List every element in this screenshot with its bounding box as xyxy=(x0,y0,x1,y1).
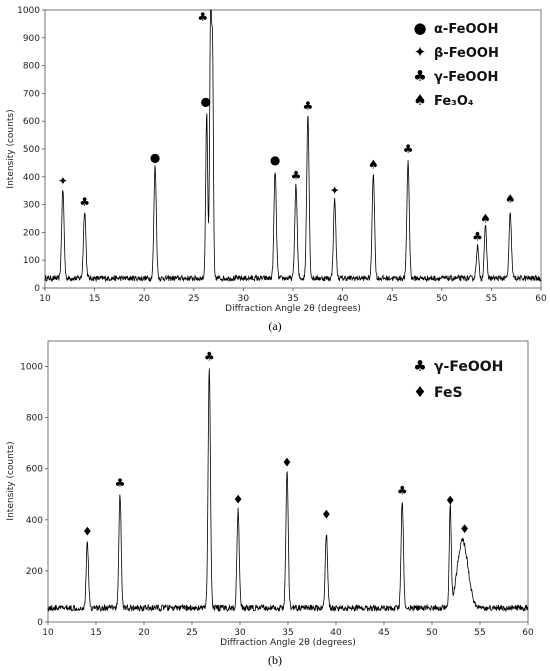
y-tick-label: 400 xyxy=(26,516,43,526)
peak-marker: ♣ xyxy=(302,99,313,113)
chart-b-ylabel: Intensity (counts) xyxy=(6,441,16,520)
chart-b-peak-markers: ♦♣♣♦♦♦♣♦♦ xyxy=(82,349,470,538)
peak-marker: ♣ xyxy=(204,349,215,363)
x-tick-label: 15 xyxy=(90,628,101,638)
x-tick-label: 45 xyxy=(386,294,397,304)
chart-b-caption: (b) xyxy=(268,653,282,667)
peak-marker: ♠ xyxy=(505,192,516,206)
peak-marker: ♣ xyxy=(197,10,208,24)
peak-marker: ♣ xyxy=(403,142,414,156)
chart-a-series-line xyxy=(44,9,542,283)
x-tick-label: 20 xyxy=(138,294,150,304)
peak-marker: ♦ xyxy=(82,524,93,538)
chart-a: 10 15 20 25 30 35 40 45 50 55 60010020030040050060… xyxy=(6,6,547,333)
chart-a-caption: (a) xyxy=(268,319,281,333)
legend-symbol: ♣ xyxy=(413,357,426,375)
y-tick-label: 400 xyxy=(23,173,40,183)
x-tick-label: 40 xyxy=(330,628,342,638)
x-tick-label: 30 xyxy=(234,628,246,638)
peak-marker: ♣ xyxy=(115,476,126,490)
legend-label: α-FeOOH xyxy=(434,22,498,37)
x-tick-label: 10 xyxy=(39,294,51,304)
peak-marker: ● xyxy=(270,153,280,167)
y-tick-label: 700 xyxy=(23,89,40,99)
x-tick-label: 60 xyxy=(535,294,547,304)
peak-marker: ✦ xyxy=(58,174,68,188)
peak-marker: ♦ xyxy=(233,492,244,506)
peak-marker: ● xyxy=(150,150,160,164)
x-tick-label: 35 xyxy=(287,294,298,304)
chart-a-peak-markers: ✦ ♣ ● ♣ ● ● ♣ ♣ ✦ ♠ ♣ ♣ ♠ ♠ xyxy=(58,10,516,244)
legend-label: γ-FeOOH xyxy=(434,359,503,375)
x-tick-label: 35 xyxy=(282,628,293,638)
peak-marker: ♦ xyxy=(321,508,332,522)
peak-marker: ♠ xyxy=(480,212,491,226)
x-tick-label: 50 xyxy=(436,294,448,304)
peak-marker: ♦ xyxy=(459,522,470,536)
peak-marker: ♣ xyxy=(397,483,408,497)
peak-marker: ● xyxy=(200,95,210,109)
y-tick-label: 800 xyxy=(26,414,43,424)
x-tick-label: 20 xyxy=(138,628,150,638)
y-tick-label: 900 xyxy=(23,34,40,44)
chart-a-xlabel: Diffraction Angle 2θ (degrees) xyxy=(225,304,361,314)
chart-b-xlabel: Diffraction Angle 2θ (degrees) xyxy=(220,638,356,648)
x-tick-label: 50 xyxy=(426,628,438,638)
legend-label: FeS xyxy=(434,385,463,401)
y-tick-label: 1000 xyxy=(17,6,40,16)
peak-marker: ♣ xyxy=(79,195,90,209)
chart-a-legend: ● α-FeOOH ✦ β-FeOOH ♣ γ-FeOOH ♠ Fe₃O₄ xyxy=(413,19,499,109)
chart-b-series-line xyxy=(47,368,529,613)
chart-b: 10 15 20 25 30 35 40 45 50 55 6002004006008001000 … xyxy=(6,340,534,667)
peak-marker: ♠ xyxy=(368,157,379,171)
y-tick-label: 200 xyxy=(23,228,40,238)
x-tick-label: 60 xyxy=(522,628,534,638)
peak-marker: ♦ xyxy=(282,455,293,469)
peak-marker: ✦ xyxy=(330,184,340,198)
x-tick-label: 10 xyxy=(42,628,54,638)
legend-symbol: ✦ xyxy=(414,43,427,61)
y-tick-label: 500 xyxy=(23,145,40,155)
chart-a-ticks: 10 15 20 25 30 35 40 45 50 55 60010020030040050060… xyxy=(17,6,547,304)
peak-marker: ♦ xyxy=(445,494,456,508)
peak-marker: ♣ xyxy=(472,230,483,244)
x-tick-label: 25 xyxy=(186,628,197,638)
x-tick-label: 25 xyxy=(188,294,199,304)
legend-symbol: ♠ xyxy=(413,91,426,109)
x-tick-label: 15 xyxy=(89,294,100,304)
y-tick-label: 0 xyxy=(37,618,43,628)
legend-symbol: ♦ xyxy=(413,383,426,401)
x-tick-label: 30 xyxy=(238,294,250,304)
legend-label: γ-FeOOH xyxy=(434,70,498,85)
y-tick-label: 600 xyxy=(26,465,43,475)
y-tick-label: 1000 xyxy=(20,363,43,373)
peak-marker: ♣ xyxy=(291,168,302,182)
y-tick-label: 100 xyxy=(23,256,40,266)
legend-symbol: ♣ xyxy=(413,67,426,85)
x-tick-label: 40 xyxy=(337,294,349,304)
x-tick-label: 55 xyxy=(474,628,485,638)
chart-a-ylabel: Intensity (counts) xyxy=(6,109,16,188)
x-tick-label: 55 xyxy=(486,294,497,304)
y-tick-label: 300 xyxy=(23,201,40,211)
y-tick-label: 0 xyxy=(34,284,40,294)
x-tick-label: 45 xyxy=(378,628,389,638)
y-tick-label: 200 xyxy=(26,567,43,577)
legend-label: Fe₃O₄ xyxy=(434,94,474,109)
legend-symbol: ● xyxy=(413,19,426,37)
chart-b-legend: ♣ γ-FeOOH ♦ FeS xyxy=(413,357,503,401)
legend-label: β-FeOOH xyxy=(434,46,499,61)
y-tick-label: 800 xyxy=(23,62,40,72)
y-tick-label: 600 xyxy=(23,117,40,127)
